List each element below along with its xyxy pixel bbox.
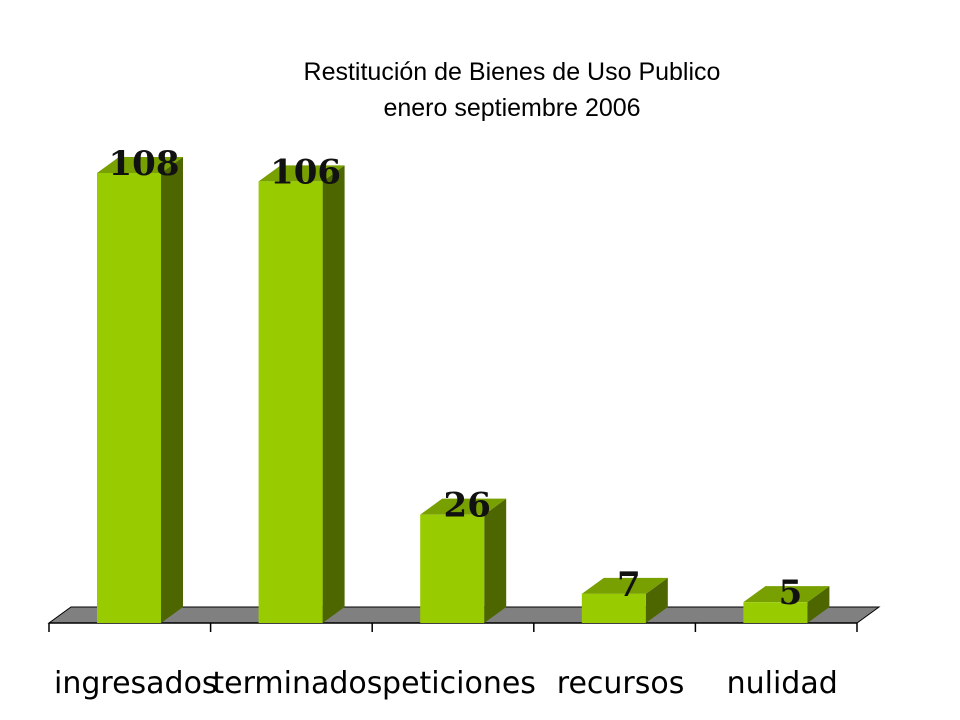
bar-terminados	[258, 165, 345, 624]
bar-top	[581, 577, 668, 594]
bar-side	[322, 165, 345, 624]
category-label-peticiones: peticiones	[382, 666, 536, 701]
bar-nulidad	[743, 586, 830, 623]
value-label-nulidad: 5	[779, 573, 803, 613]
bar-side	[484, 498, 507, 623]
bar-top	[420, 498, 507, 515]
value-labels: 108 106 26 7 5	[109, 144, 803, 613]
value-label-peticiones: 26	[444, 486, 491, 526]
bar-recursos	[581, 577, 668, 623]
bar-front	[420, 514, 485, 623]
category-label-ingresados: ingresados	[54, 666, 218, 701]
bars	[97, 157, 830, 624]
chart-title: Restitución de Bienes de Uso Publico ene…	[0, 54, 960, 126]
value-label-recursos: 7	[617, 565, 641, 605]
bar-top	[97, 157, 183, 173]
bar-front	[581, 593, 646, 623]
category-label-nulidad: nulidad	[727, 666, 838, 701]
bar-front	[258, 181, 323, 624]
bar-ingresados	[97, 157, 183, 623]
chart-title-line-1: Restitución de Bienes de Uso Publico	[303, 58, 721, 86]
bar-side	[645, 577, 668, 623]
value-label-terminados: 106	[270, 152, 341, 192]
bar-front	[97, 173, 161, 623]
bar-top	[743, 586, 830, 603]
chart-title-line-2: enero septiembre 2006	[383, 94, 641, 122]
category-label-recursos: recursos	[557, 666, 685, 701]
bar-top	[258, 165, 345, 182]
category-label-terminados: terminados	[212, 666, 382, 701]
bar-side	[161, 157, 183, 623]
value-label-ingresados: 108	[109, 144, 180, 184]
bar-front	[743, 602, 808, 623]
bar-peticiones	[420, 498, 507, 623]
x-axis	[48, 622, 858, 632]
bar-side	[807, 586, 830, 623]
